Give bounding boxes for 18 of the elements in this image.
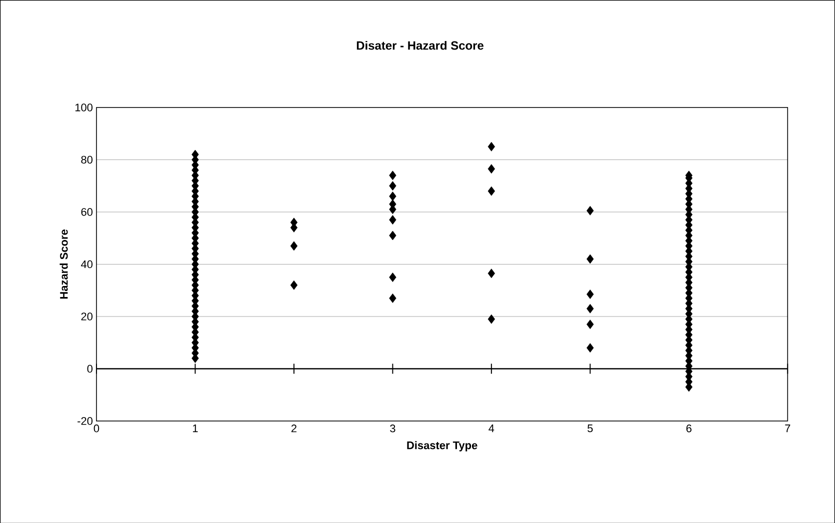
x-tick-label: 5 (588, 424, 593, 432)
y-tick-label: 0 (87, 364, 92, 372)
x-tick-label: 1 (192, 424, 198, 432)
x-tick-label: 6 (686, 424, 692, 432)
y-tick-label: 60 (81, 208, 92, 216)
x-tick-label: 0 (94, 424, 100, 432)
y-tick-label: 20 (81, 312, 92, 320)
x-tick-label: 7 (785, 424, 790, 432)
x-tick-label: 2 (291, 424, 296, 432)
x-axis-title: Disaster Type (407, 440, 478, 452)
y-axis-title: Hazard Score (60, 229, 68, 298)
y-tick-label: 40 (80, 260, 92, 268)
x-tick-label: 4 (488, 424, 494, 432)
y-tick-label: 100 (75, 103, 92, 112)
x-tick-label: 3 (390, 424, 396, 432)
y-tick-label: 80 (81, 156, 92, 164)
chart-title: Disater - Hazard Score (356, 40, 484, 50)
y-tick-label: -20 (78, 416, 92, 425)
